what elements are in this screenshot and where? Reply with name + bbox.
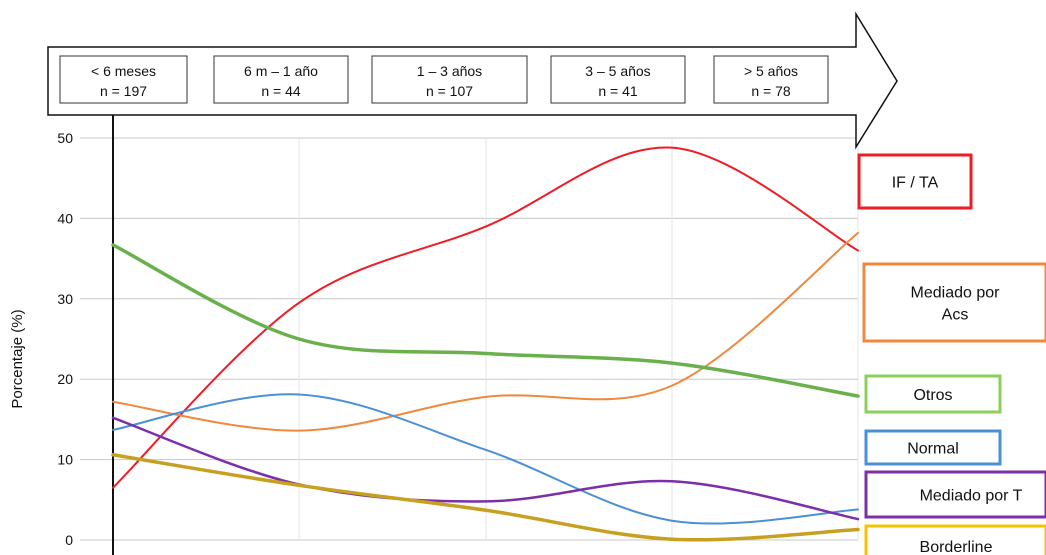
category-label: 3 – 5 años (585, 63, 650, 79)
legend-item-label: Otros (913, 387, 952, 404)
category-box-frame (213, 55, 349, 104)
y-tick-label: 20 (57, 371, 73, 387)
legend-item: Normal (864, 429, 1002, 466)
y-tick-label: 40 (57, 210, 73, 226)
category-label: 6 m – 1 año (244, 63, 318, 79)
y-tick-label: 30 (57, 291, 73, 307)
series-line-mediado-por-acs (112, 231, 859, 432)
series-line-borderline (111, 453, 860, 542)
category-box-frame (550, 55, 686, 104)
series-line-normal (112, 393, 859, 525)
category-count: n = 44 (261, 83, 301, 99)
legend-item-box (857, 153, 973, 210)
y-axis-label: Porcentaje (%) (9, 309, 26, 408)
series-lines (111, 146, 860, 542)
series-line-if-ta (112, 146, 859, 489)
category-box-frame (371, 55, 528, 104)
legend-item-box (864, 470, 1046, 519)
category-box-frame (59, 55, 188, 104)
category-count: n = 78 (751, 83, 791, 99)
legend-item: Mediado por T (864, 470, 1046, 519)
category-box: 1 – 3 años n = 107 (371, 55, 528, 104)
category-box: 6 m – 1 año n = 44 (213, 55, 349, 104)
y-tick-label: 0 (65, 532, 73, 548)
category-label: > 5 años (744, 63, 798, 79)
category-label: 1 – 3 años (417, 63, 482, 79)
y-tick-label: 50 (57, 130, 73, 146)
legend-item-label: Mediado por (911, 285, 1001, 302)
category-box-frame (713, 55, 829, 104)
y-tick-labels: 0 10 20 30 40 50 (57, 130, 73, 548)
legend-item-label: Acs (942, 307, 969, 324)
legend-item: Mediado por Acs (862, 262, 1046, 343)
legend-item-label: Mediado por T (920, 488, 1023, 505)
category-count: n = 107 (426, 83, 473, 99)
legend-item-label: Normal (907, 441, 959, 458)
category-box: < 6 meses n = 197 (59, 55, 188, 104)
series-line-otros (111, 243, 860, 398)
category-count: n = 197 (100, 83, 147, 99)
legend-item-label: IF / TA (892, 175, 939, 192)
category-box: > 5 años n = 78 (713, 55, 829, 104)
legend-item-box (864, 524, 1046, 555)
category-box: 3 – 5 años n = 41 (550, 55, 686, 104)
legend: IF / TA Mediado por Acs Otros Normal Mediado … (857, 153, 1046, 555)
legend-item: Otros (864, 374, 1002, 414)
legend-item: IF / TA (857, 153, 973, 210)
category-label: < 6 meses (91, 63, 156, 79)
legend-item: Borderline (864, 524, 1046, 555)
legend-item-label: Borderline (920, 539, 993, 555)
legend-item-box (862, 262, 1046, 343)
series-line-mediado-por-t (111, 416, 860, 521)
legend-item-box (864, 429, 1002, 466)
y-axis: Porcentaje (%) (9, 115, 114, 555)
category-boxes: < 6 meses n = 197 6 m – 1 año n = 44 1 – 3 a… (59, 55, 829, 104)
legend-item-box (864, 374, 1002, 414)
category-count: n = 41 (598, 83, 638, 99)
y-tick-label: 10 (57, 452, 73, 468)
